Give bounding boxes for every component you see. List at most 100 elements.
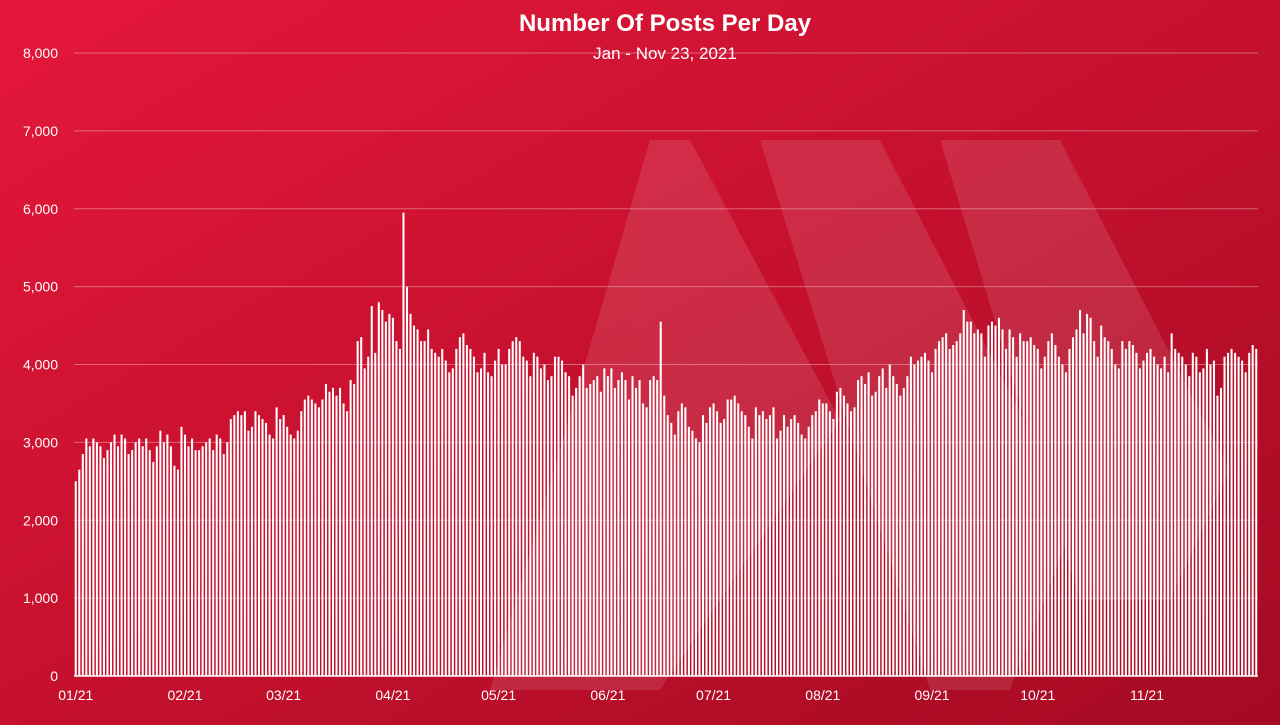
- bar: [1174, 348, 1177, 676]
- bar: [592, 380, 595, 676]
- bar: [864, 383, 867, 676]
- bar: [1198, 372, 1201, 676]
- bar: [1096, 356, 1099, 676]
- bar: [430, 348, 433, 676]
- bar: [635, 387, 638, 676]
- bar: [1057, 356, 1060, 676]
- bar: [444, 360, 447, 676]
- bar: [1040, 368, 1043, 676]
- y-tick-label: 5,000: [23, 279, 58, 295]
- bar: [550, 376, 553, 676]
- bar: [1191, 352, 1194, 676]
- bar: [1181, 356, 1184, 676]
- bar: [1117, 368, 1120, 676]
- bar: [687, 426, 690, 676]
- bar: [716, 411, 719, 676]
- bar: [92, 438, 95, 676]
- bar: [131, 450, 134, 676]
- bar: [828, 411, 831, 676]
- bar: [553, 356, 557, 676]
- bar: [416, 329, 419, 676]
- x-tick-label: 10/21: [1020, 687, 1055, 703]
- bar: [314, 403, 317, 676]
- bar: [1128, 341, 1131, 676]
- bar: [849, 411, 853, 676]
- bar: [508, 348, 511, 676]
- bar: [1019, 333, 1022, 676]
- bar: [948, 348, 951, 676]
- bar: [331, 387, 335, 676]
- bar: [106, 450, 109, 676]
- bar: [1184, 364, 1187, 676]
- bar: [265, 422, 268, 676]
- bar: [1156, 364, 1159, 676]
- bar: [952, 345, 955, 676]
- bar: [1064, 372, 1067, 676]
- bar: [490, 376, 493, 676]
- bar: [652, 376, 655, 676]
- bar: [811, 415, 814, 676]
- bar: [1149, 348, 1152, 676]
- bar: [469, 348, 472, 676]
- bar: [451, 368, 454, 676]
- bar: [1082, 333, 1085, 676]
- bar: [973, 333, 976, 676]
- bar: [906, 376, 909, 676]
- bar: [744, 415, 747, 676]
- bar: [317, 407, 320, 676]
- bar: [645, 407, 648, 676]
- bar: [95, 442, 98, 677]
- bar: [282, 415, 285, 676]
- bar: [860, 376, 863, 676]
- bar: [303, 399, 306, 676]
- bar: [902, 387, 905, 676]
- bar: [779, 430, 782, 676]
- bar: [701, 415, 705, 676]
- bar: [307, 395, 310, 676]
- gridlines: [74, 52, 1258, 677]
- bar: [945, 333, 948, 676]
- bar: [835, 391, 838, 676]
- bar: [127, 454, 130, 676]
- bar: [247, 430, 250, 676]
- bar: [804, 438, 807, 676]
- bar: [1163, 356, 1166, 676]
- bar: [899, 395, 902, 676]
- bar: [568, 376, 571, 676]
- bar: [867, 372, 870, 676]
- bar: [324, 383, 327, 676]
- bar: [1216, 395, 1219, 676]
- bar: [546, 380, 549, 676]
- bar: [159, 430, 162, 676]
- bar: [458, 337, 461, 676]
- bar: [335, 395, 338, 676]
- bar: [726, 399, 729, 676]
- bar: [1071, 337, 1075, 676]
- bar: [215, 434, 218, 676]
- bar: [261, 419, 264, 676]
- bar: [1012, 337, 1015, 676]
- bar: [1177, 352, 1180, 676]
- x-axis: 01/21 02/21 03/21 04/21 05/21 06/21 07/21 08/21…: [58, 687, 1164, 703]
- bar: [1075, 329, 1078, 676]
- bar: [758, 415, 761, 676]
- bar: [1001, 329, 1004, 676]
- bar: [437, 356, 440, 676]
- bar: [927, 360, 930, 676]
- y-tick-label: 1,000: [23, 590, 58, 606]
- bar: [913, 364, 916, 676]
- bar: [148, 450, 151, 676]
- bar: [138, 438, 141, 676]
- bar: [183, 434, 187, 676]
- bar: [374, 352, 377, 676]
- bar: [783, 415, 786, 676]
- bar: [969, 321, 972, 676]
- x-tick-label: 02/21: [167, 687, 202, 703]
- bar: [518, 341, 521, 676]
- bar: [205, 442, 208, 677]
- bar: [441, 348, 444, 676]
- bar: [1248, 352, 1251, 676]
- bar: [1195, 356, 1198, 676]
- bar: [476, 372, 479, 676]
- bar: [525, 360, 528, 676]
